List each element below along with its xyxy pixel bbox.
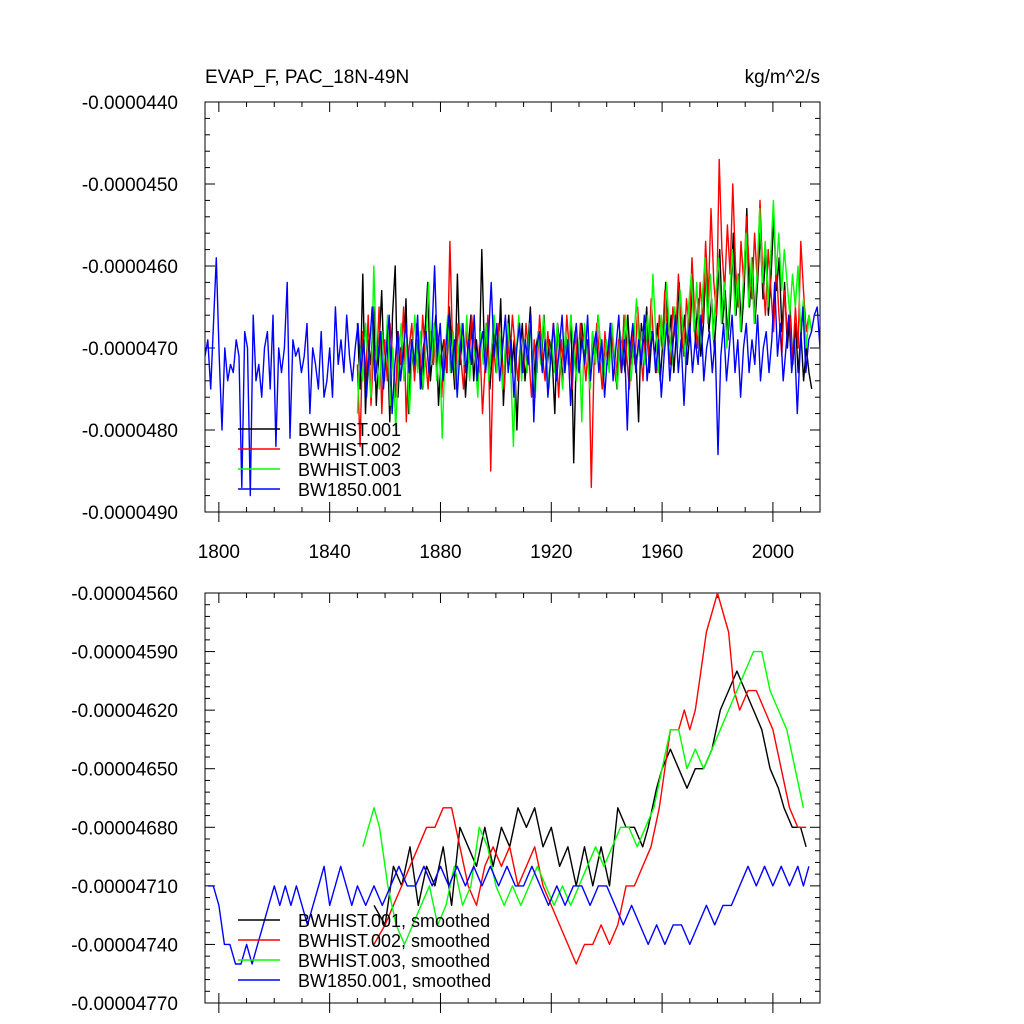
y-tick-label: -0.0000460: [82, 257, 178, 278]
bottom-panel: -0.00004560 -0.00004590 -0.00004620 -0.0000…: [71, 584, 821, 1015]
x-tick-label: 1920: [530, 542, 572, 563]
legend-label: BWHIST.001, smoothed: [298, 911, 490, 931]
plot-frame: [204, 592, 821, 1004]
series-lines: [207, 593, 810, 965]
series-line-bwhist-001-smoothed: [373, 670, 807, 926]
y-tick-label: -0.00004650: [71, 760, 178, 781]
chart-title: EVAP_F, PAC_18N-49N: [205, 67, 409, 88]
series-line-bw1850-001-smoothed: [207, 865, 810, 965]
x-tick-label: 1960: [641, 542, 683, 563]
plot-frame: [204, 101, 821, 513]
x-tick-label: 2000: [752, 542, 794, 563]
units-label: kg/m^2/s: [745, 67, 820, 88]
legend-label: BW1850.001: [298, 480, 402, 500]
series-lines: [205, 158, 820, 497]
series-line-bw1850-001: [205, 257, 820, 497]
legend-label: BWHIST.002, smoothed: [298, 931, 490, 951]
x-tick-label: 1880: [419, 542, 461, 563]
y-tick-label: -0.00004590: [71, 643, 178, 664]
y-tick-label: -0.00004560: [71, 584, 178, 605]
series-line-bwhist-003-smoothed: [362, 650, 805, 946]
x-tick-label: 1800: [198, 542, 240, 563]
y-tick-label: -0.00004680: [71, 818, 178, 839]
y-tick-label: -0.0000480: [82, 421, 178, 442]
y-tick-label: -0.0000440: [82, 93, 178, 114]
series-line-bwhist-003: [356, 199, 813, 448]
series-line-bwhist-002-smoothed: [373, 593, 807, 965]
legend-label: BWHIST.001: [298, 420, 401, 440]
y-tick-label: -0.00004620: [71, 701, 178, 722]
y-tick-label: -0.00004770: [71, 994, 178, 1015]
legend-label: BWHIST.002: [298, 440, 401, 460]
legend-label: BWHIST.003: [298, 460, 401, 480]
legend-label: BW1850.001, smoothed: [298, 971, 491, 991]
y-tick-label: -0.0000470: [82, 339, 178, 360]
x-tick-label: 1840: [309, 542, 351, 563]
y-tick-label: -0.00004710: [71, 877, 178, 898]
y-tick-label: -0.0000450: [82, 175, 178, 196]
top-panel: EVAP_F, PAC_18N-49N kg/m^2/s -0.0000440 -0.…: [82, 67, 821, 563]
y-tick-label: -0.0000490: [82, 503, 178, 524]
legend-label: BWHIST.003, smoothed: [298, 951, 490, 971]
y-tick-label: -0.00004740: [71, 935, 178, 956]
